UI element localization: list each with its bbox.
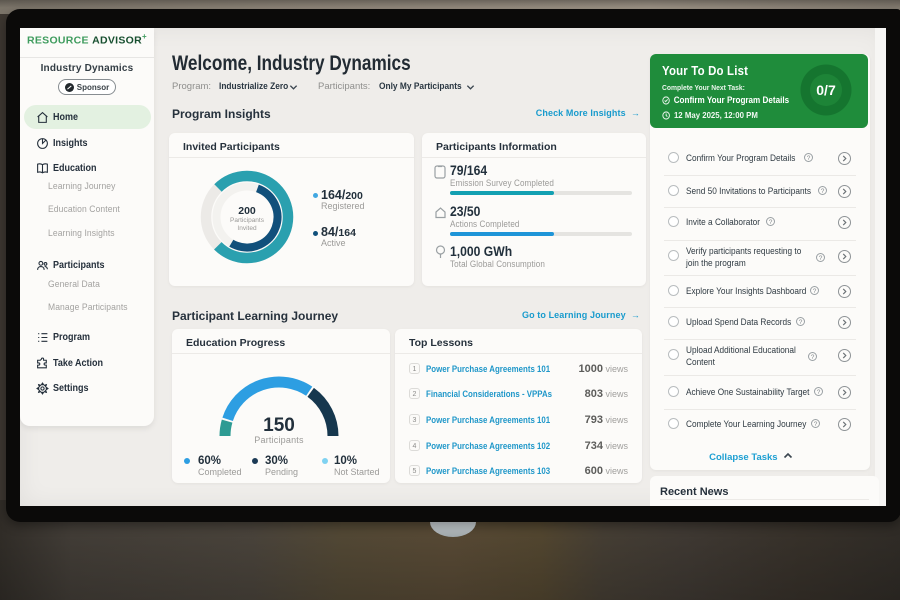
svg-text:0/7: 0/7 <box>816 82 836 98</box>
